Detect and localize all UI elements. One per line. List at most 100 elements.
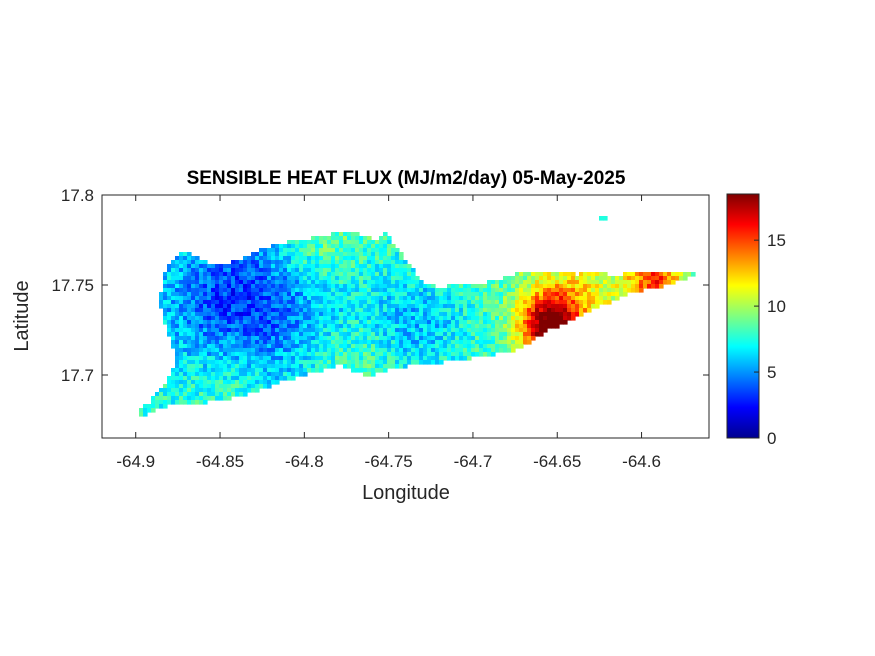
flux-cell	[451, 284, 456, 289]
flux-cell	[515, 340, 520, 345]
flux-cell	[215, 312, 220, 317]
flux-cell	[311, 332, 316, 337]
flux-cell	[359, 348, 364, 353]
flux-cell	[307, 292, 312, 297]
flux-cell	[379, 248, 384, 253]
flux-cell	[355, 280, 360, 285]
flux-cell	[339, 328, 344, 333]
flux-cell	[183, 308, 188, 313]
flux-cell	[391, 296, 396, 301]
flux-cell	[295, 368, 300, 373]
flux-cell	[543, 284, 548, 289]
flux-cell	[319, 360, 324, 365]
flux-cell	[547, 300, 552, 305]
flux-cell	[387, 312, 392, 317]
flux-cell	[367, 364, 372, 369]
flux-cell	[467, 352, 472, 357]
flux-cell	[231, 348, 236, 353]
flux-cell	[259, 320, 264, 325]
flux-cell	[391, 316, 396, 321]
flux-cell	[503, 316, 508, 321]
flux-cell	[191, 300, 196, 305]
flux-cell	[227, 276, 232, 281]
flux-cell	[407, 264, 412, 269]
flux-cell	[507, 340, 512, 345]
flux-cell	[195, 312, 200, 317]
flux-cell	[231, 308, 236, 313]
flux-cell	[383, 264, 388, 269]
flux-cell	[563, 276, 568, 281]
flux-cell	[371, 320, 376, 325]
flux-cell	[587, 272, 592, 277]
flux-cell	[403, 348, 408, 353]
flux-cell	[339, 344, 344, 349]
flux-cell	[435, 336, 440, 341]
flux-cell	[691, 272, 696, 277]
flux-cell	[267, 264, 272, 269]
flux-cell	[519, 340, 524, 345]
flux-cell	[307, 368, 312, 373]
flux-cell	[367, 248, 372, 253]
flux-cell	[355, 236, 360, 241]
flux-cell	[271, 280, 276, 285]
flux-cell	[315, 268, 320, 273]
flux-cell	[359, 332, 364, 337]
flux-cell	[463, 340, 468, 345]
flux-cell	[255, 256, 260, 261]
flux-cell	[383, 256, 388, 261]
flux-cell	[287, 288, 292, 293]
flux-cell	[499, 312, 504, 317]
flux-cell	[423, 336, 428, 341]
flux-cell	[243, 324, 248, 329]
flux-cell	[463, 316, 468, 321]
flux-cell	[495, 296, 500, 301]
flux-cell	[391, 292, 396, 297]
flux-cell	[191, 292, 196, 297]
flux-cell	[291, 368, 296, 373]
flux-cell	[563, 288, 568, 293]
flux-cell	[215, 320, 220, 325]
flux-cell	[371, 316, 376, 321]
flux-cell	[487, 352, 492, 357]
flux-cell	[335, 344, 340, 349]
flux-cell	[463, 336, 468, 341]
flux-cell	[451, 296, 456, 301]
flux-cell	[395, 248, 400, 253]
flux-cell	[303, 296, 308, 301]
flux-cell	[195, 340, 200, 345]
flux-cell	[359, 272, 364, 277]
flux-cell	[259, 384, 264, 389]
flux-cell	[639, 272, 644, 277]
flux-cell	[243, 368, 248, 373]
flux-cell	[419, 280, 424, 285]
flux-cell	[195, 296, 200, 301]
flux-cell	[191, 280, 196, 285]
flux-cell	[263, 252, 268, 257]
flux-cell	[279, 304, 284, 309]
flux-cell	[407, 268, 412, 273]
flux-cell	[471, 292, 476, 297]
flux-cell	[211, 320, 216, 325]
flux-cell	[519, 312, 524, 317]
flux-cell	[235, 296, 240, 301]
flux-cell	[363, 256, 368, 261]
flux-cell	[335, 320, 340, 325]
flux-cell	[443, 352, 448, 357]
flux-cell	[171, 260, 176, 265]
flux-cell	[207, 352, 212, 357]
flux-cell	[411, 332, 416, 337]
flux-cell	[295, 288, 300, 293]
flux-cell	[427, 336, 432, 341]
flux-cell	[203, 356, 208, 361]
flux-cell	[415, 304, 420, 309]
flux-cell	[591, 304, 596, 309]
flux-cell	[171, 380, 176, 385]
flux-cell	[243, 280, 248, 285]
flux-cell	[531, 320, 536, 325]
flux-cell	[447, 324, 452, 329]
flux-cell	[427, 312, 432, 317]
flux-cell	[567, 296, 572, 301]
flux-cell	[451, 304, 456, 309]
flux-cell	[619, 292, 624, 297]
flux-cell	[283, 364, 288, 369]
